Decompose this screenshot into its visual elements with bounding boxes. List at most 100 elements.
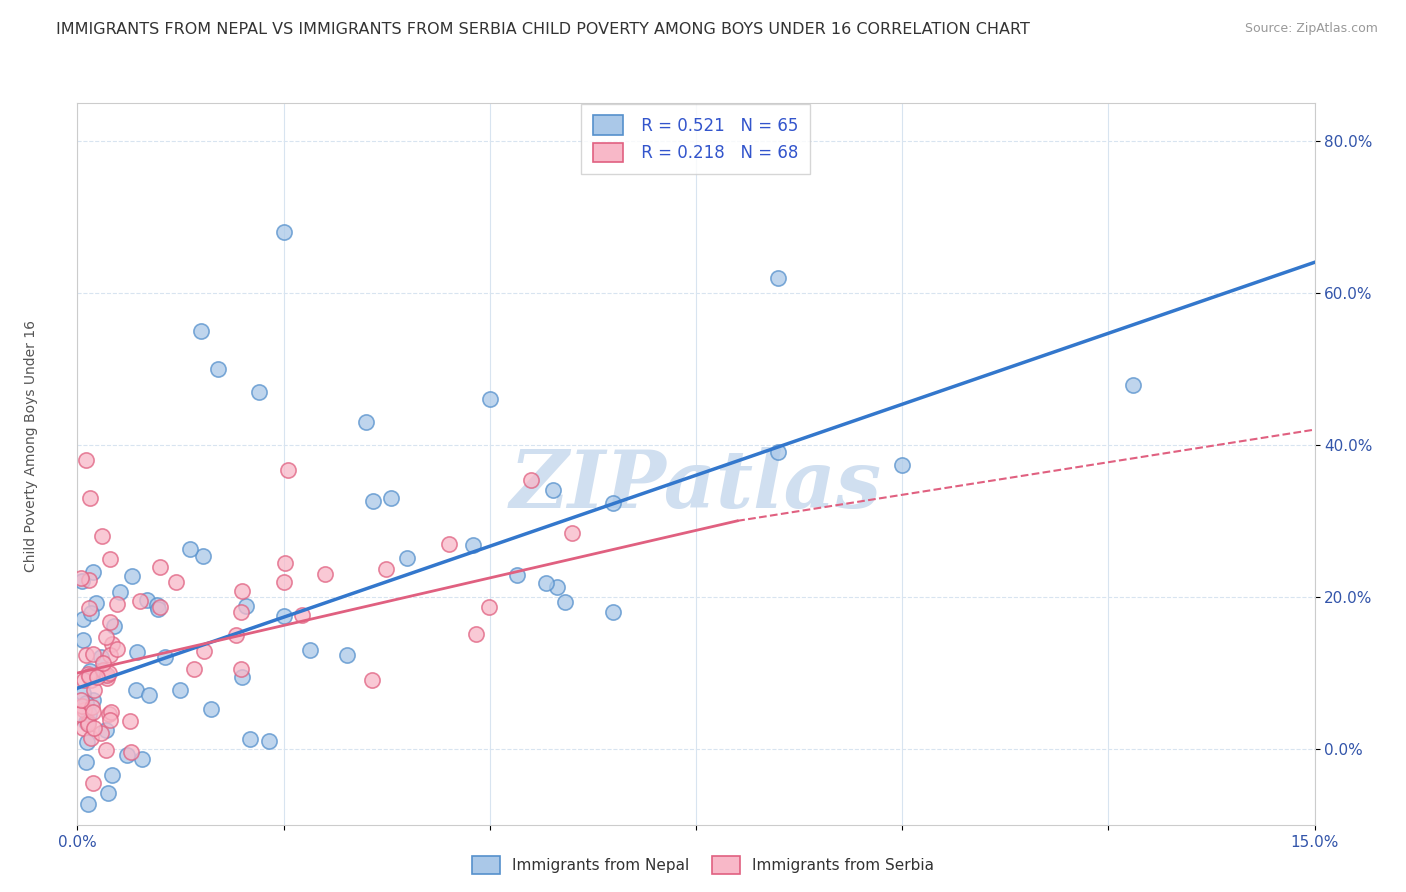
Point xyxy=(82,565,104,579)
Point xyxy=(97,665,120,680)
Point xyxy=(179,541,201,556)
Point xyxy=(396,551,419,566)
Point xyxy=(96,671,118,685)
Point xyxy=(77,667,100,681)
Point xyxy=(165,574,187,589)
Point xyxy=(72,612,94,626)
Point xyxy=(768,445,790,459)
Point xyxy=(534,576,557,591)
Point xyxy=(146,598,169,612)
Point xyxy=(77,715,100,730)
Point xyxy=(80,699,103,714)
Point xyxy=(79,673,101,687)
Point xyxy=(83,683,105,698)
Point xyxy=(98,552,121,566)
Point xyxy=(82,776,104,790)
Point xyxy=(90,725,112,739)
Point xyxy=(94,723,117,738)
Point xyxy=(98,714,121,728)
Point xyxy=(121,569,143,583)
Point xyxy=(79,665,101,679)
Point xyxy=(94,630,117,644)
Point xyxy=(602,496,624,510)
Point xyxy=(75,696,97,710)
Point xyxy=(84,596,107,610)
Point xyxy=(120,746,142,760)
Point xyxy=(380,491,402,505)
Point xyxy=(314,567,336,582)
Point xyxy=(83,721,105,735)
Point xyxy=(131,752,153,766)
Point xyxy=(86,670,108,684)
Point xyxy=(118,714,141,728)
Point xyxy=(125,683,148,698)
Point xyxy=(336,648,359,662)
Point xyxy=(375,562,398,576)
Point xyxy=(505,567,527,582)
Text: Source: ZipAtlas.com: Source: ZipAtlas.com xyxy=(1244,22,1378,36)
Point xyxy=(77,601,100,615)
Point xyxy=(464,627,486,641)
Point xyxy=(478,392,501,407)
Point xyxy=(79,491,101,505)
Point xyxy=(90,649,112,664)
Point xyxy=(546,580,568,594)
Text: ZIPatlas: ZIPatlas xyxy=(510,447,882,524)
Point xyxy=(117,748,139,763)
Text: Child Poverty Among Boys Under 16: Child Poverty Among Boys Under 16 xyxy=(24,320,38,572)
Point xyxy=(239,732,262,747)
Point xyxy=(70,571,93,585)
Point xyxy=(273,225,295,239)
Point xyxy=(291,608,314,623)
Point xyxy=(274,557,297,571)
Point xyxy=(75,453,97,467)
Point xyxy=(98,707,121,722)
Point xyxy=(231,670,253,684)
Point xyxy=(127,645,149,659)
Point xyxy=(70,574,93,588)
Point xyxy=(94,743,117,757)
Legend:  R = 0.521   N = 65,  R = 0.218   N = 68: R = 0.521 N = 65, R = 0.218 N = 68 xyxy=(582,103,810,174)
Point xyxy=(101,768,124,782)
Point xyxy=(561,525,583,540)
Point xyxy=(75,755,97,769)
Point xyxy=(1122,378,1144,392)
Point xyxy=(100,705,122,719)
Point xyxy=(103,618,125,632)
Point xyxy=(273,609,295,624)
Point xyxy=(354,415,377,429)
Point xyxy=(138,688,160,702)
Point xyxy=(541,483,564,497)
Point xyxy=(361,673,384,687)
Point xyxy=(277,463,299,477)
Point xyxy=(91,657,114,671)
Point xyxy=(461,538,484,552)
Point xyxy=(91,663,114,677)
Point xyxy=(155,650,177,665)
Point xyxy=(80,606,103,620)
Point xyxy=(77,573,100,587)
Point xyxy=(183,662,205,676)
Point xyxy=(72,703,94,717)
Point xyxy=(225,628,247,642)
Point xyxy=(891,458,914,472)
Point xyxy=(200,702,222,716)
Point xyxy=(235,599,257,613)
Point xyxy=(96,668,118,682)
Point xyxy=(76,735,98,749)
Point xyxy=(72,633,94,648)
Point xyxy=(82,705,104,719)
Point xyxy=(190,324,212,338)
Point xyxy=(75,648,97,662)
Point xyxy=(91,529,114,543)
Point xyxy=(76,797,98,812)
Point xyxy=(70,698,93,713)
Point xyxy=(231,583,253,598)
Point xyxy=(77,717,100,731)
Point xyxy=(231,662,253,676)
Point xyxy=(98,615,121,629)
Point xyxy=(108,585,131,599)
Point xyxy=(554,595,576,609)
Point xyxy=(169,683,191,698)
Point xyxy=(98,648,121,662)
